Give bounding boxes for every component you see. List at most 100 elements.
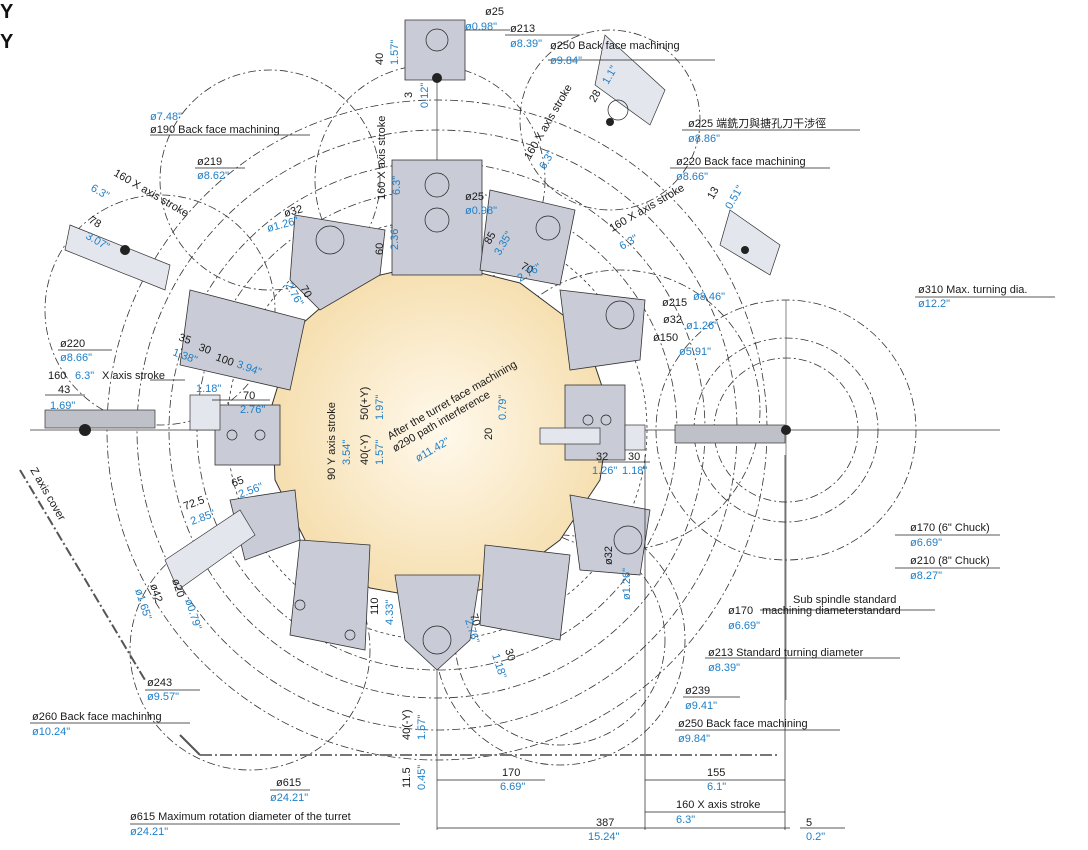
- d225: ø225 端銑刀與搪孔刀干涉徑: [688, 116, 826, 130]
- n5: 5: [806, 817, 812, 829]
- tool-top-ext: [404, 19, 466, 81]
- d210-chuck: ø210 (8" Chuck): [910, 555, 990, 567]
- n40: 40: [374, 53, 386, 65]
- d220-right-in: ø8.66": [676, 171, 708, 183]
- x-stroke-left-bar: 160: [48, 370, 66, 382]
- corner-y-2: Y: [0, 31, 14, 53]
- tool-bottom: [394, 574, 481, 671]
- x-stroke-bottom: 160 X axis stroke: [676, 799, 760, 811]
- y-minus: 40(-Y): [359, 434, 371, 465]
- n43-in: 1.69": [50, 400, 75, 412]
- d260: ø260 Back face machining: [32, 711, 162, 723]
- n30b-in: 1.18": [622, 465, 647, 477]
- d25-top-in: ø0.98": [465, 21, 497, 33]
- y-plus: 50(+Y): [359, 387, 371, 420]
- n30a-in: 1.18": [196, 383, 221, 395]
- n32-in: 1.26": [592, 465, 617, 477]
- n30b: 30: [628, 451, 640, 463]
- x-stroke-top-right-in: 6.3": [537, 149, 557, 172]
- n20: 20: [483, 428, 495, 440]
- n43: 43: [58, 384, 70, 396]
- n110-in: 4.33": [384, 600, 396, 625]
- n70c: 70: [243, 390, 255, 402]
- x-stroke-right-in: 6.3": [618, 233, 641, 253]
- d190-in: ø7.48": [150, 111, 182, 123]
- d32-top: ø32: [283, 203, 304, 220]
- n170: 170: [502, 767, 520, 779]
- d32-right-in: ø1.26": [686, 320, 718, 332]
- y-stroke-in: 3.54": [341, 440, 353, 465]
- tool-left: [179, 289, 306, 391]
- n30c: 30: [502, 647, 517, 662]
- d32-right: ø32: [663, 314, 682, 326]
- d615-in: ø24.21": [270, 792, 308, 804]
- n20-in: 0.79": [497, 395, 509, 420]
- d213-top: ø213: [510, 23, 535, 35]
- d225-in: ø8.86": [688, 133, 720, 145]
- y-minus-in: 1.57": [374, 440, 386, 465]
- n72: 72.5: [182, 494, 206, 513]
- d213-standard: ø213 Standard turning diameter: [708, 647, 864, 659]
- d250-bottom-in: ø9.84": [678, 733, 710, 745]
- d239: ø239: [685, 685, 710, 697]
- d310: ø310 Max. turning dia.: [918, 284, 1027, 296]
- x-stroke-right: 160 X axis stroke: [608, 182, 687, 235]
- d250-top-in: ø9.84": [550, 55, 582, 67]
- d32-bottom: ø32: [603, 546, 615, 565]
- x-stroke-left-bar-text: X axis stroke: [102, 370, 165, 382]
- n110: 110: [369, 597, 381, 615]
- tool-right-lower: [569, 494, 651, 576]
- d170-chuck-in: ø6.69": [910, 537, 942, 549]
- d215-in: ø8.46": [693, 291, 725, 303]
- tool-left-lower: [214, 404, 281, 466]
- x-stroke-left-bar-in: 6.3": [75, 370, 94, 382]
- n40-in: 1.57": [389, 40, 401, 65]
- n70a: 70: [519, 260, 536, 277]
- d20: ø20: [169, 577, 186, 599]
- d190: ø190 Back face machining: [150, 124, 280, 136]
- sub-spindle-in: ø6.69": [728, 620, 760, 632]
- x-stroke-bottom-in: 6.3": [676, 814, 695, 826]
- d219-in: ø8.62": [197, 170, 229, 182]
- n60-in: 2.36": [389, 225, 401, 250]
- leader-lines: [30, 29, 1055, 830]
- d239-in: ø9.41": [685, 700, 717, 712]
- n70d: 70: [467, 612, 482, 627]
- n40y: 40(-Y): [401, 709, 413, 740]
- n70c-in: 2.76": [240, 404, 265, 416]
- x-stroke-left-in: 6.3": [89, 182, 112, 202]
- n155: 155: [707, 767, 725, 779]
- n32: 32: [596, 451, 608, 463]
- d32-bottom-in: ø1.26": [621, 568, 633, 600]
- n387: 387: [596, 817, 614, 829]
- d170-chuck: ø170 (6" Chuck): [910, 522, 990, 534]
- d250-bottom: ø250 Back face machining: [678, 718, 808, 730]
- d25-top: ø25: [485, 6, 504, 18]
- n40y-in: 1.57": [416, 715, 428, 740]
- n65: 65: [230, 474, 246, 489]
- n115: 11.5: [401, 767, 413, 788]
- d42: ø42: [147, 582, 164, 604]
- sub-spindle-line1: Sub spindle standard: [793, 594, 896, 606]
- right-bar: [674, 424, 786, 444]
- n115-in: 0.45": [416, 765, 428, 790]
- d219: ø219: [197, 156, 222, 168]
- tool-top: [391, 159, 483, 276]
- d310-in: ø12.2": [918, 298, 950, 310]
- x-stroke-left: 160 X axis stroke: [112, 167, 191, 220]
- d615-max-in: ø24.21": [130, 826, 168, 838]
- n85: 85: [482, 230, 499, 247]
- tool-top-right: [479, 189, 576, 286]
- d213-standard-in: ø8.39": [708, 662, 740, 674]
- n100: 100: [214, 352, 235, 370]
- sub-spindle-line2: machining diameterstandard: [762, 605, 901, 617]
- d250-top: ø250 Back face machining: [550, 40, 680, 52]
- n13: 13: [705, 185, 722, 202]
- tool-bottom-right: [479, 544, 571, 641]
- n35: 35: [177, 332, 193, 347]
- d220-left: ø220: [60, 338, 85, 350]
- n78: 78: [87, 214, 104, 231]
- corner-y-1: Y: [0, 1, 14, 23]
- tool-right: [564, 384, 626, 461]
